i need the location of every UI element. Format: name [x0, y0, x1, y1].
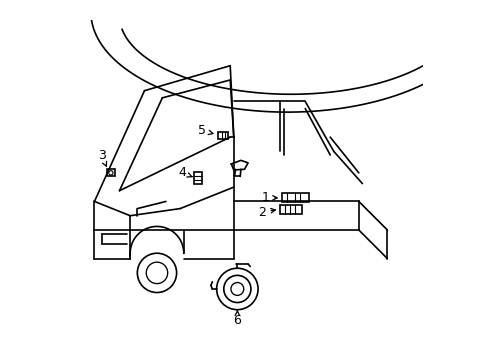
Text: 2: 2 — [257, 206, 275, 219]
FancyBboxPatch shape — [280, 205, 301, 214]
FancyBboxPatch shape — [217, 132, 228, 139]
FancyBboxPatch shape — [193, 172, 201, 184]
Text: 4: 4 — [178, 166, 192, 179]
Text: 6: 6 — [233, 311, 241, 327]
Text: 3: 3 — [98, 149, 106, 166]
FancyBboxPatch shape — [107, 169, 115, 176]
FancyBboxPatch shape — [282, 193, 308, 202]
Text: 5: 5 — [198, 124, 213, 137]
Text: 1: 1 — [261, 192, 277, 204]
